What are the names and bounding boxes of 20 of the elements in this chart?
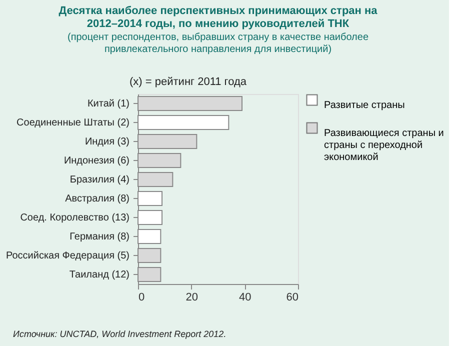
chart-subtitle: (процент респондентов, выбравших страну в качестве наиболее привлекательного направления для инвестиций) <box>67 32 369 55</box>
chart-title: Десятка наиболее перспективных принимающих стран на 2012–2014 годы, по мнению руководителей ТНК <box>58 5 378 30</box>
y-tick-label: Таиланд (12) <box>69 270 130 280</box>
y-tick-label: Российская Федерация (5) <box>6 250 130 262</box>
text: (x) = рейтинг 2011 года <box>130 76 248 88</box>
legend-label: Развивающиеся страны и страны с переходной экономикой <box>324 128 444 163</box>
x-tick-label: 20 <box>186 292 198 304</box>
y-tick-label: Соединенные Штаты (2) <box>16 118 130 128</box>
y-tick-label: Индия (3) <box>84 136 130 148</box>
y-tick-label: Бразилия (4) <box>70 174 130 186</box>
y-tick-label: Германия (8) <box>70 232 130 242</box>
legend-label: Развитые страны <box>324 100 405 111</box>
x-tick-label: 60 <box>286 292 298 304</box>
y-tick-label: Индонезия (6) <box>64 156 130 166</box>
text: Источник: UNCTAD, World Investment Report 2012. <box>13 329 226 339</box>
y-tick-label: Китай (1) <box>87 98 130 110</box>
x-tick-label: 40 <box>239 292 252 304</box>
y-tick-label: Соед. Королевство (13) <box>20 212 130 224</box>
x-tick-label: 0 <box>138 292 145 304</box>
y-tick-label: Австралия (8) <box>65 194 130 204</box>
